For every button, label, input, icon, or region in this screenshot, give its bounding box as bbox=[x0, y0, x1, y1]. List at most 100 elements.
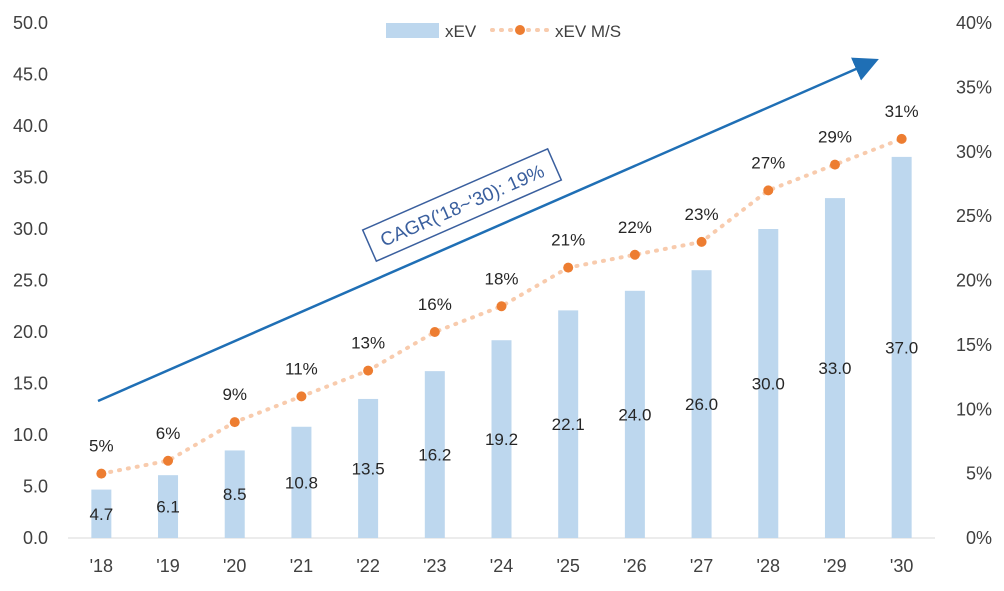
cagr-arrow bbox=[97, 57, 879, 403]
left-axis-tick-label: 20.0 bbox=[13, 322, 48, 342]
bar-data-label: 19.2 bbox=[485, 430, 518, 449]
line-point-xev-ms bbox=[829, 159, 840, 170]
left-y-axis: 0.0 5.0 10.0 15.0 20.0 25.0 30.0 35.0 40.0 45.0 50… bbox=[13, 13, 48, 548]
bar-data-label: 22.1 bbox=[552, 415, 585, 434]
bar-xev bbox=[158, 475, 179, 538]
x-axis-tick-label: '20 bbox=[223, 556, 246, 576]
bar-xev bbox=[91, 489, 112, 538]
line-data-labels: 5% 6% 9% 11% 13% 16% 18% 21% 22% 23% 27% 29% 31% bbox=[89, 102, 919, 456]
x-axis-tick-label: '18 bbox=[90, 556, 113, 576]
left-axis-tick-label: 45.0 bbox=[13, 65, 48, 85]
legend: xEV xEV M/S bbox=[386, 22, 621, 41]
x-axis-tick-label: '26 bbox=[623, 556, 646, 576]
line-point-xev-ms bbox=[696, 236, 707, 247]
right-axis-tick-label: 35% bbox=[956, 77, 992, 97]
line-data-label: 6% bbox=[156, 424, 181, 443]
bar-xev bbox=[758, 229, 779, 538]
line-data-label: 13% bbox=[351, 334, 385, 353]
x-axis-tick-label: '30 bbox=[890, 556, 913, 576]
legend-swatch-xev-ms-marker bbox=[515, 25, 525, 35]
x-axis-tick-label: '29 bbox=[823, 556, 846, 576]
left-axis-tick-label: 15.0 bbox=[13, 374, 48, 394]
bar-xev bbox=[891, 156, 912, 538]
line-point-xev-ms bbox=[563, 262, 574, 273]
bar-data-label: 6.1 bbox=[156, 498, 180, 517]
line-series-points bbox=[96, 133, 907, 479]
x-axis-tick-label: '21 bbox=[290, 556, 313, 576]
left-axis-tick-label: 35.0 bbox=[13, 168, 48, 188]
line-point-xev-ms bbox=[229, 417, 240, 428]
right-axis-tick-label: 40% bbox=[956, 13, 992, 33]
line-data-label: 11% bbox=[285, 359, 318, 378]
bar-data-label: 33.0 bbox=[818, 359, 851, 378]
bar-xev bbox=[691, 270, 712, 538]
legend-swatch-xev bbox=[386, 23, 439, 38]
bar-xev bbox=[558, 310, 579, 538]
right-axis-tick-label: 15% bbox=[956, 335, 992, 355]
right-axis-tick-label: 5% bbox=[966, 464, 992, 484]
right-axis-tick-label: 0% bbox=[966, 528, 992, 548]
bar-xev bbox=[491, 340, 512, 538]
cagr-label: CAGR('18~'30): 19% bbox=[377, 161, 547, 251]
legend-label-xev-ms: xEV M/S bbox=[555, 22, 621, 41]
line-data-label: 5% bbox=[89, 437, 114, 456]
bar-data-label: 4.7 bbox=[90, 505, 114, 524]
bar-xev bbox=[424, 371, 445, 538]
line-data-label: 18% bbox=[484, 269, 518, 288]
bar-series-xev bbox=[91, 156, 912, 538]
line-data-label: 9% bbox=[222, 385, 247, 404]
bar-data-labels: 4.7 6.1 8.5 10.8 13.5 16.2 19.2 22.1 24.0 26.0 30.… bbox=[90, 338, 919, 523]
right-axis-tick-label: 20% bbox=[956, 271, 992, 291]
line-data-label: 22% bbox=[618, 218, 652, 237]
line-point-xev-ms bbox=[896, 133, 907, 144]
bar-data-label: 10.8 bbox=[285, 473, 318, 492]
bar-xev bbox=[291, 426, 312, 538]
x-axis-tick-label: '23 bbox=[423, 556, 446, 576]
line-point-xev-ms bbox=[429, 327, 440, 337]
line-point-xev-ms bbox=[496, 301, 507, 312]
x-axis: '18 '19 '20 '21 '22 '23 '24 '25 '26 '27 '28 '29 '30 bbox=[90, 556, 914, 576]
right-y-axis: 0% 5% 10% 15% 20% 25% 30% 35% 40% bbox=[956, 13, 992, 548]
left-axis-tick-label: 0.0 bbox=[23, 528, 48, 548]
line-point-xev-ms bbox=[96, 468, 107, 479]
line-data-label: 16% bbox=[418, 295, 452, 314]
left-axis-tick-label: 25.0 bbox=[13, 271, 48, 291]
x-axis-tick-label: '22 bbox=[356, 556, 379, 576]
x-axis-tick-label: '27 bbox=[690, 556, 713, 576]
bar-data-label: 13.5 bbox=[352, 459, 385, 478]
line-data-label: 31% bbox=[885, 102, 919, 121]
legend-label-xev: xEV bbox=[445, 22, 477, 41]
cagr-annotation: CAGR('18~'30): 19% bbox=[97, 57, 879, 403]
line-data-label: 23% bbox=[685, 205, 719, 224]
line-data-label: 21% bbox=[551, 231, 585, 250]
line-point-xev-ms bbox=[163, 455, 174, 466]
line-point-xev-ms bbox=[763, 185, 774, 196]
bar-data-label: 26.0 bbox=[685, 395, 718, 414]
left-axis-tick-label: 5.0 bbox=[23, 477, 48, 497]
bar-xev bbox=[358, 398, 379, 538]
left-axis-tick-label: 30.0 bbox=[13, 219, 48, 239]
line-point-xev-ms bbox=[296, 391, 307, 402]
bar-data-label: 30.0 bbox=[752, 375, 785, 394]
right-axis-tick-label: 25% bbox=[956, 206, 992, 226]
cagr-box bbox=[361, 147, 563, 263]
bar-xev bbox=[824, 198, 845, 538]
left-axis-tick-label: 50.0 bbox=[13, 13, 48, 33]
bar-data-label: 8.5 bbox=[223, 485, 247, 504]
bar-xev bbox=[224, 450, 245, 538]
line-point-xev-ms bbox=[363, 365, 374, 376]
line-point-xev-ms bbox=[629, 249, 640, 260]
right-axis-tick-label: 30% bbox=[956, 142, 992, 162]
bar-data-label: 16.2 bbox=[418, 446, 451, 465]
x-axis-tick-label: '24 bbox=[490, 556, 513, 576]
line-data-label: 29% bbox=[818, 128, 852, 147]
bar-data-label: 24.0 bbox=[618, 405, 651, 424]
bar-xev bbox=[624, 290, 645, 538]
right-axis-tick-label: 10% bbox=[956, 399, 992, 419]
x-axis-tick-label: '19 bbox=[156, 556, 179, 576]
bar-data-label: 37.0 bbox=[885, 338, 918, 357]
x-axis-tick-label: '25 bbox=[556, 556, 579, 576]
x-axis-tick-label: '28 bbox=[757, 556, 780, 576]
left-axis-tick-label: 10.0 bbox=[13, 425, 48, 445]
